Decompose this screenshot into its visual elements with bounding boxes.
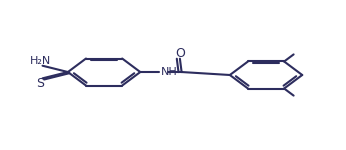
Text: O: O — [175, 47, 185, 60]
Text: H₂N: H₂N — [30, 56, 52, 66]
Text: NH: NH — [161, 67, 178, 77]
Text: S: S — [36, 77, 44, 90]
